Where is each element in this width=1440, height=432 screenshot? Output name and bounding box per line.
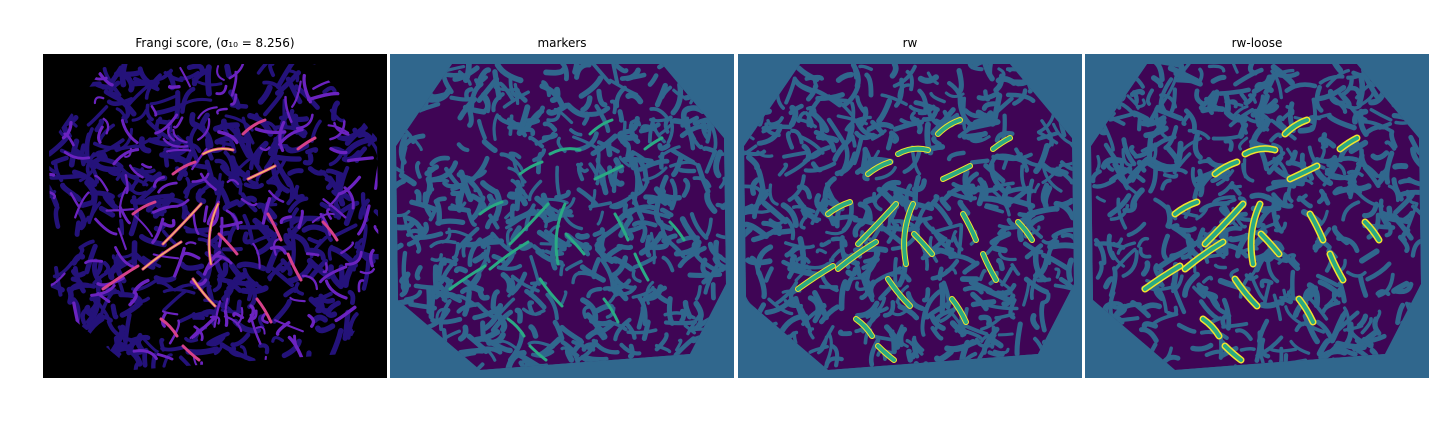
frangi-image bbox=[43, 54, 387, 378]
rw-loose-image bbox=[1085, 54, 1429, 378]
markers-canvas bbox=[390, 54, 734, 378]
markers-image bbox=[390, 54, 734, 378]
rw-loose-canvas bbox=[1085, 54, 1429, 378]
panel-title-markers: markers bbox=[537, 36, 587, 50]
frangi-canvas bbox=[43, 54, 387, 378]
rw-image bbox=[738, 54, 1082, 378]
segment-overlay bbox=[795, 117, 1035, 363]
rw-canvas bbox=[738, 54, 1082, 378]
panel-title-rw: rw bbox=[902, 36, 918, 50]
segment-overlay bbox=[448, 118, 686, 362]
panel-title-rw-loose: rw-loose bbox=[1231, 36, 1283, 50]
panel-title-frangi: Frangi score, (σ₁₀ = 8.256) bbox=[135, 36, 295, 50]
segment-overlay bbox=[1141, 116, 1383, 364]
